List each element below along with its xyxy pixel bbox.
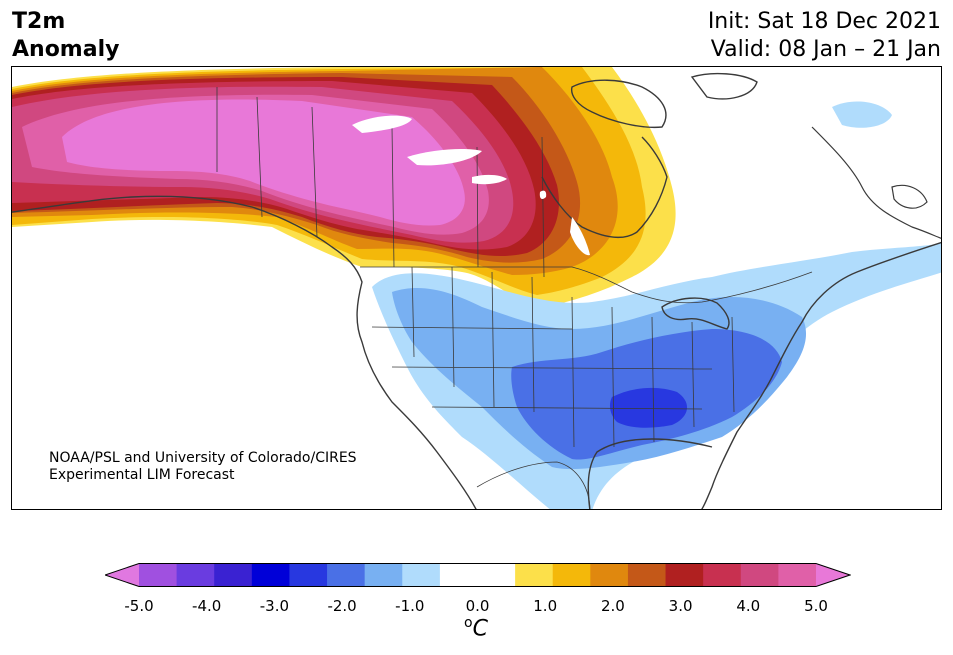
credit-note: NOAA/PSL and University of Colorado/CIRE… <box>49 450 357 484</box>
colorbar-tick-label: 0.0 <box>465 597 490 615</box>
colorbar-cell <box>439 563 478 587</box>
figure-title: T2m Anomaly <box>12 8 119 64</box>
map-svg <box>12 67 941 509</box>
colorbar-tick-label: 2.0 <box>600 597 625 615</box>
great-lakes-outline <box>661 297 730 330</box>
warm-anomaly-region <box>12 67 676 307</box>
credit-line-2: Experimental LIM Forecast <box>49 467 235 483</box>
cold-blob-northeast <box>832 101 892 128</box>
northeast-coast <box>811 126 941 239</box>
credit-line-1: NOAA/PSL and University of Colorado/CIRE… <box>49 450 357 466</box>
colorbar-cell <box>778 563 817 587</box>
title-variable: T2m <box>12 9 66 34</box>
colorbar-tick-label: -3.0 <box>259 597 290 615</box>
colorbar-cell <box>627 563 667 587</box>
lake-winnipegosis <box>539 190 547 200</box>
us-canada-border <box>360 266 813 304</box>
colorbar-tick-label: 4.0 <box>736 597 761 615</box>
cold-band-4 <box>609 387 688 428</box>
labrador-coast <box>811 126 941 239</box>
colorbar-tick-label: -2.0 <box>327 597 357 615</box>
great-slave-lake <box>407 149 482 166</box>
colorbar-cell <box>176 563 215 587</box>
colorbar <box>105 563 851 587</box>
colorbar-cell <box>289 563 328 587</box>
forecast-dates: Init: Sat 18 Dec 2021 Valid: 08 Jan – 21… <box>708 8 941 64</box>
colorbar-tick-label: 1.0 <box>533 597 558 615</box>
pacific-coastline <box>12 195 477 509</box>
colorbar-cell <box>105 563 139 587</box>
gulf-coastline <box>587 438 713 509</box>
colorbar-outline <box>105 563 851 587</box>
colorbar-cell <box>251 563 290 587</box>
lakes <box>352 115 590 256</box>
colorbar-cell <box>402 563 441 587</box>
unit-degree: o <box>464 615 473 631</box>
colorbar-cell <box>816 563 850 587</box>
colorbar-tick-label: -1.0 <box>395 597 425 615</box>
title-type: Anomaly <box>12 37 120 62</box>
colorbar-cell <box>515 563 554 587</box>
anomaly-map <box>11 66 942 510</box>
colorbar-cell <box>740 563 779 587</box>
coastlines <box>12 72 941 509</box>
arctic-islands <box>570 72 758 129</box>
colorbar-tick-label: 3.0 <box>668 597 693 615</box>
lake-athabasca <box>472 174 507 185</box>
colorbar-cell <box>477 563 516 587</box>
colorbar-cell <box>552 563 591 587</box>
colorbar-tick-label: 5.0 <box>804 597 828 615</box>
colorbar-cell <box>214 563 253 587</box>
cold-anomaly-region <box>372 101 941 509</box>
political-boundaries <box>216 87 813 509</box>
newfoundland <box>891 184 928 209</box>
mexico-outline <box>476 461 591 509</box>
colorbar-cell <box>665 563 704 587</box>
lake-winnipeg <box>570 217 590 256</box>
unit-letter: C <box>472 616 488 642</box>
colorbar-cells <box>105 563 850 587</box>
hudson-bay-coastline <box>541 136 668 239</box>
atlantic-coastline <box>701 241 941 509</box>
colorbar-cell <box>327 563 366 587</box>
init-date: Init: Sat 18 Dec 2021 <box>707 9 941 34</box>
valid-range: Valid: 08 Jan – 21 Jan <box>710 37 941 62</box>
us-states <box>371 266 735 448</box>
colorbar-unit: oC <box>464 615 488 641</box>
colorbar-cell <box>590 563 629 587</box>
canada-provinces <box>216 87 545 278</box>
colorbar-cell <box>703 563 742 587</box>
colorbar-tick-label: -5.0 <box>124 597 154 615</box>
colorbar-cell <box>364 563 403 587</box>
colorbar-cell <box>139 563 178 587</box>
colorbar-tick-label: -4.0 <box>192 597 222 615</box>
great-bear-lake <box>352 115 412 133</box>
